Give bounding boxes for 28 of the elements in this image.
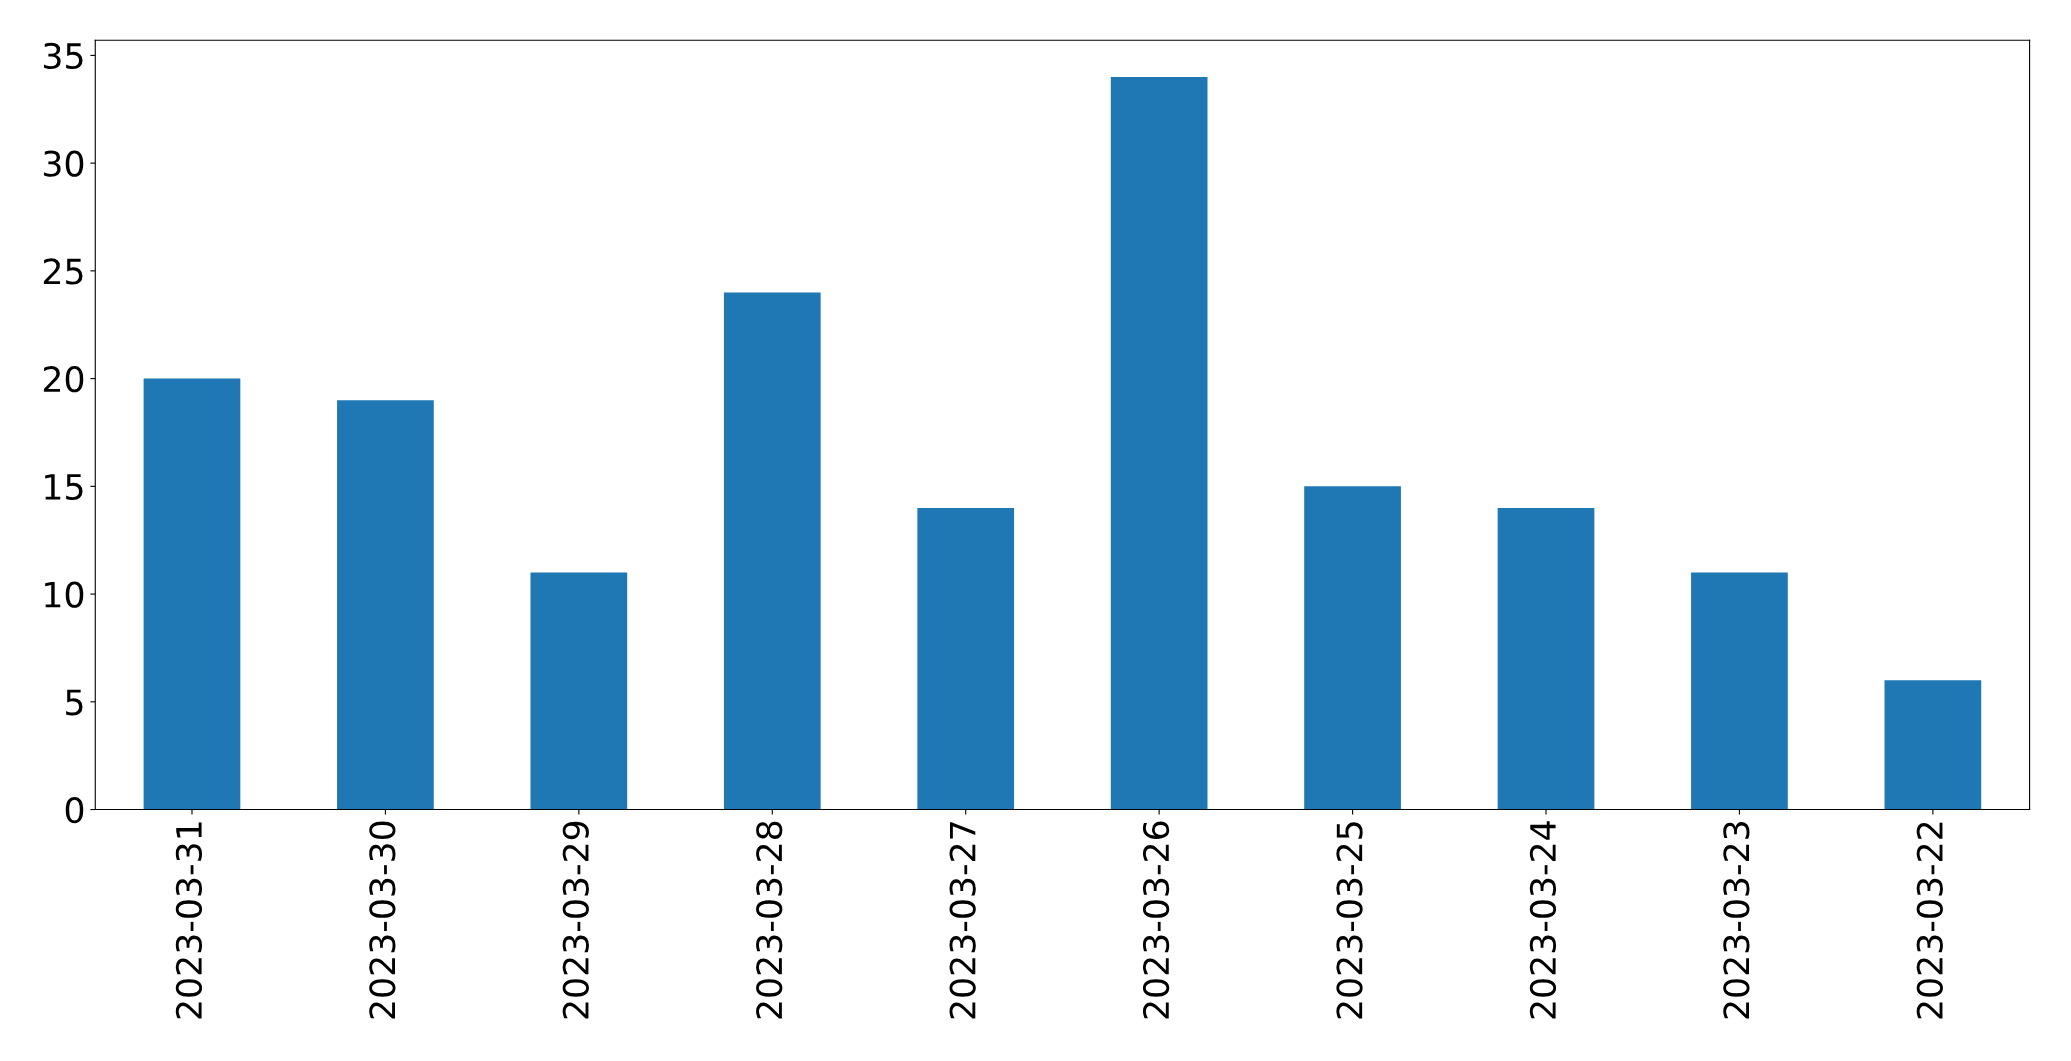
y-tick-label: 0: [65, 796, 84, 824]
bar: [1304, 486, 1401, 810]
bar: [1691, 572, 1788, 810]
bar: [723, 292, 821, 810]
x-tick-label: 2023-03-24: [1529, 821, 1557, 1019]
x-tick-label: 2023-03-29: [562, 821, 589, 1019]
bar: [1497, 507, 1595, 810]
x-tick-label: 2023-03-28: [756, 821, 783, 1019]
x-tick-label: 2023-03-30: [369, 821, 396, 1019]
bar: [143, 378, 241, 810]
bar: [917, 507, 1015, 810]
y-tick-label: 30: [44, 150, 84, 177]
x-tick-label: 2023-03-26: [1142, 821, 1170, 1019]
y-tick-label: 35: [44, 42, 83, 70]
x-tick-label: 2023-03-22: [1916, 822, 1943, 1019]
bar: [337, 400, 434, 810]
x-tick-label: 2023-03-25: [1336, 822, 1363, 1019]
bar: [530, 572, 628, 810]
y-tick-label: 15: [45, 474, 83, 501]
bar: [1110, 76, 1208, 810]
y-tick-label: 20: [43, 366, 84, 393]
bar: [1884, 680, 1982, 810]
y-tick-label: 10: [45, 581, 84, 608]
y-tick-label: 5: [66, 689, 83, 716]
y-tick-label: 25: [43, 258, 83, 285]
x-tick-label: 2023-03-27: [949, 822, 976, 1019]
x-tick-label: 2023-03-31: [175, 822, 203, 1019]
x-tick-label: 2023-03-23: [1723, 822, 1750, 1019]
